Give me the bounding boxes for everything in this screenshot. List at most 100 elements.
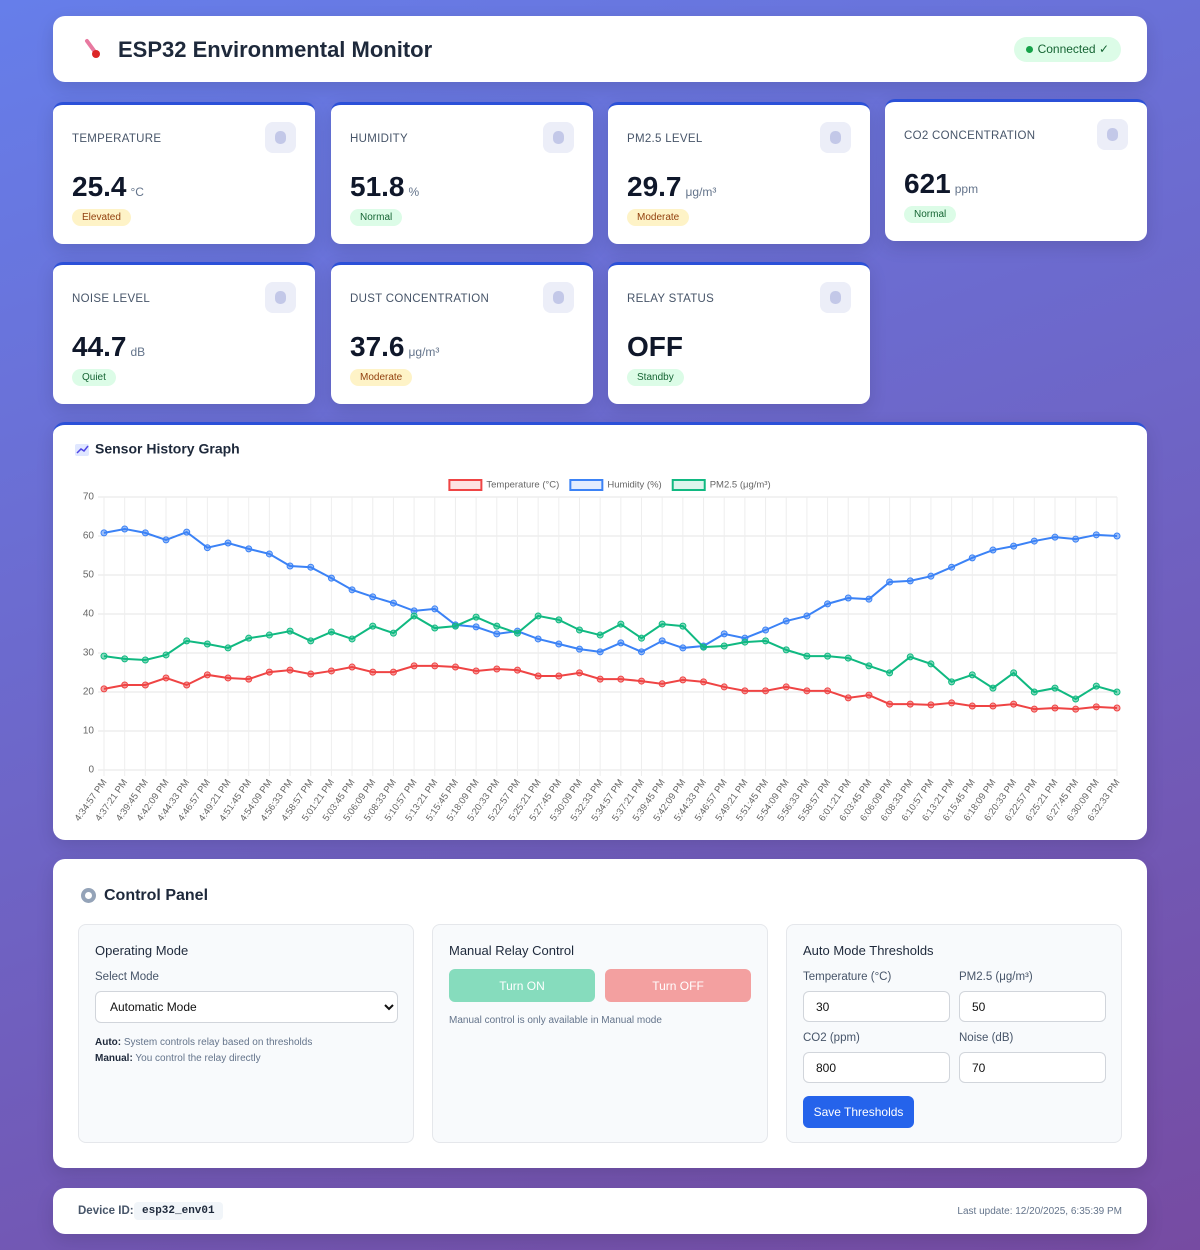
- data-point: [1051, 704, 1059, 712]
- data-point: [844, 694, 852, 702]
- data-point: [410, 612, 418, 620]
- legend-item: Temperature (°C): [448, 479, 559, 491]
- data-point: [700, 678, 708, 686]
- data-point: [245, 634, 253, 642]
- data-point: [617, 620, 625, 628]
- last-update: Last update: 12/20/2025, 6:35:39 PM: [957, 1206, 1122, 1217]
- threshold-input[interactable]: [959, 1052, 1106, 1083]
- data-point: [307, 670, 315, 678]
- data-point: [286, 627, 294, 635]
- sensor-card: TEMPERATURE 25.4 °C Elevated: [53, 102, 315, 244]
- note-text: You control the relay directly: [135, 1053, 261, 1064]
- card-value-row: 25.4 °C: [72, 171, 144, 203]
- data-point: [493, 665, 501, 673]
- data-point: [493, 622, 501, 630]
- data-point: [638, 677, 646, 685]
- data-point: [720, 683, 728, 691]
- data-point: [803, 652, 811, 660]
- series-line: [103, 664, 1118, 711]
- data-point: [658, 637, 666, 645]
- card-value: 25.4: [72, 171, 127, 202]
- data-point: [183, 528, 191, 536]
- card-unit: ppm: [954, 182, 979, 196]
- data-point: [389, 599, 397, 607]
- data-point: [245, 675, 253, 683]
- card-unit: μg/m³: [408, 345, 440, 359]
- data-point: [575, 645, 583, 653]
- card-icon: [543, 122, 574, 153]
- data-point: [203, 640, 211, 648]
- turn-off-button[interactable]: Turn OFF: [605, 969, 751, 1002]
- footer: Device ID: esp32_env01 Last update: 12/2…: [53, 1188, 1147, 1234]
- mode-select[interactable]: Automatic Mode: [95, 991, 398, 1023]
- connection-status: Connected ✓: [1013, 37, 1121, 62]
- data-point: [906, 577, 914, 585]
- card-value-row: 44.7 dB: [72, 331, 145, 363]
- data-point: [720, 642, 728, 650]
- card-value-row: 37.6 μg/m³: [350, 331, 439, 363]
- data-point: [679, 676, 687, 684]
- data-point: [782, 683, 790, 691]
- sensor-card: RELAY STATUS OFF Standby: [608, 262, 870, 404]
- data-point: [451, 622, 459, 630]
- legend-swatch: [569, 479, 604, 491]
- y-tick-label: 40: [83, 609, 95, 620]
- data-point: [369, 622, 377, 630]
- data-point: [286, 562, 294, 570]
- data-point: [493, 630, 501, 638]
- legend-label: Temperature (°C): [486, 480, 559, 491]
- card-unit: %: [408, 185, 420, 199]
- chart-title: Sensor History Graph: [95, 441, 240, 457]
- card-icon: [1097, 119, 1128, 150]
- data-point: [472, 667, 480, 675]
- data-point: [1051, 533, 1059, 541]
- data-point: [720, 630, 728, 638]
- data-point: [369, 593, 377, 601]
- card-unit: dB: [130, 345, 146, 359]
- data-point: [1010, 542, 1018, 550]
- data-point: [1072, 705, 1080, 713]
- data-point: [348, 663, 356, 671]
- card-label: RELAY STATUS: [627, 293, 715, 305]
- card-value-row: 51.8%: [350, 171, 419, 203]
- field-label: PM2.5 (μg/m³): [959, 971, 1033, 983]
- data-point: [865, 691, 873, 699]
- data-point: [1030, 705, 1038, 713]
- card-label: DUST CONCENTRATION: [350, 293, 490, 305]
- data-point: [534, 672, 542, 680]
- data-point: [286, 666, 294, 674]
- card-unit: °C: [130, 185, 144, 199]
- data-point: [679, 644, 687, 652]
- save-button[interactable]: Save Thresholds: [803, 1096, 914, 1128]
- data-point: [596, 675, 604, 683]
- data-point: [431, 662, 439, 670]
- data-point: [100, 529, 108, 537]
- card-label: HUMIDITY: [350, 133, 408, 145]
- mode-panel: Operating Mode Select Mode Automatic Mod…: [78, 924, 414, 1143]
- card-badge: Moderate: [350, 369, 413, 386]
- data-point: [183, 637, 191, 645]
- card-icon: [265, 282, 296, 313]
- data-point: [968, 554, 976, 562]
- gear-icon: [81, 888, 96, 903]
- data-point: [824, 652, 832, 660]
- threshold-input[interactable]: [959, 991, 1106, 1022]
- data-point: [451, 663, 459, 671]
- data-point: [1113, 532, 1121, 540]
- field-label: Temperature (°C): [803, 971, 892, 983]
- data-point: [1113, 704, 1121, 712]
- data-point: [265, 668, 273, 676]
- data-point: [658, 620, 666, 628]
- turn-on-button[interactable]: Turn ON: [449, 969, 595, 1002]
- data-point: [121, 525, 129, 533]
- card-value-row: 621 ppm: [904, 168, 978, 200]
- data-point: [968, 702, 976, 710]
- note: Manual: You control the relay directly: [95, 1051, 312, 1067]
- threshold-input[interactable]: [803, 991, 950, 1022]
- data-point: [741, 687, 749, 695]
- data-point: [741, 638, 749, 646]
- threshold-input[interactable]: [803, 1052, 950, 1083]
- control-panel: Control Panel Operating Mode Select Mode…: [53, 859, 1147, 1168]
- sensor-card: DUST CONCENTRATION 37.6 μg/m³ Moderate: [331, 262, 593, 404]
